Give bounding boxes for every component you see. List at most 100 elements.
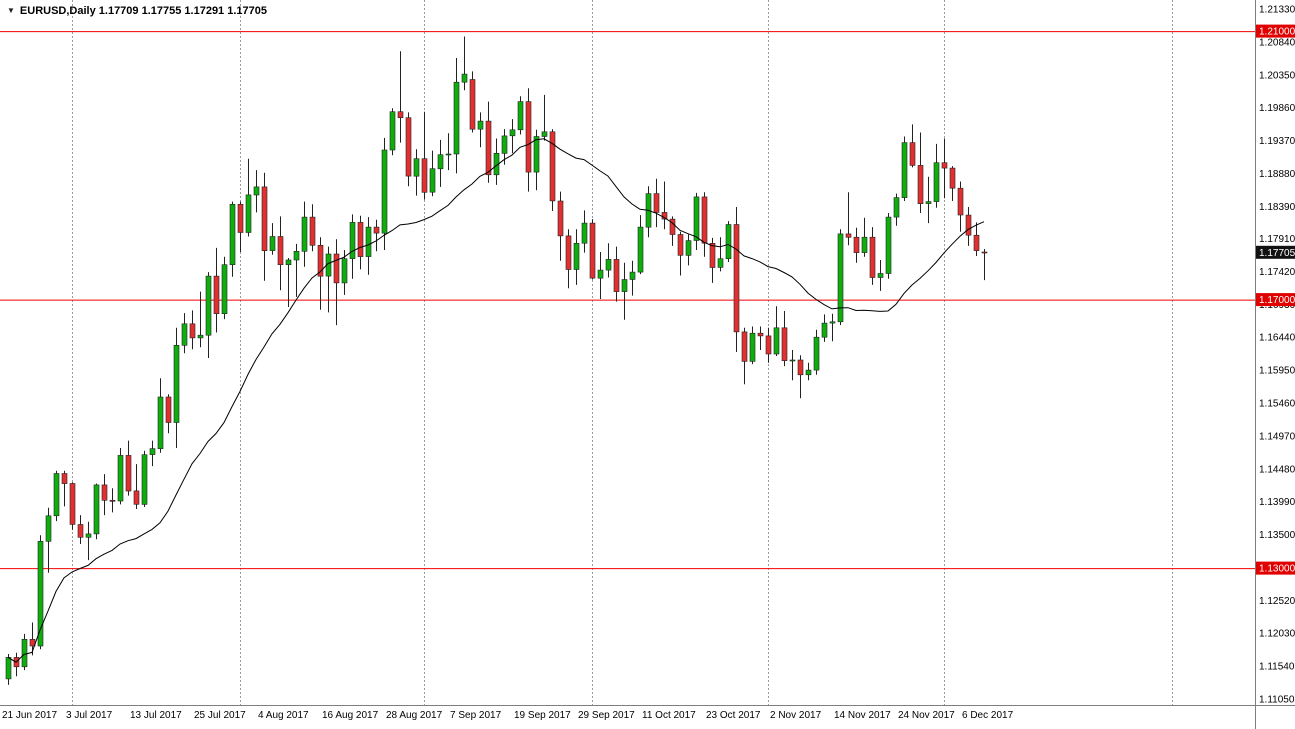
candle-bearish [973,234,980,251]
level-price-tag-label: 1.17000 [1259,295,1295,306]
candle-bearish [549,131,556,202]
date-tick-label: 25 Jul 2017 [194,710,246,721]
date-tick-label: 14 Nov 2017 [834,710,891,721]
date-tick-label: 7 Sep 2017 [450,710,502,721]
candle-bullish [509,129,516,137]
date-tick-label: 29 Sep 2017 [578,710,635,721]
price-tick-label: 1.15950 [1259,366,1295,377]
candle-bullish [837,233,844,323]
price-tick-label: 1.18880 [1259,169,1295,180]
date-tick-label: 13 Jul 2017 [130,710,182,721]
candle-bullish [933,162,940,202]
price-tick-label: 1.15460 [1259,399,1295,410]
candle-bullish [597,269,604,279]
price-tick-label: 1.11540 [1259,662,1295,673]
price-tick-label: 1.17420 [1259,267,1295,278]
moving-average-line [7,138,985,663]
candle-bullish [221,264,228,315]
candle-bearish [661,212,668,220]
candle-bullish [429,168,436,193]
candle-bearish [853,236,860,253]
candle-bullish [413,158,420,177]
candle-bearish [333,253,340,284]
price-tick-label: 1.20350 [1259,70,1295,81]
candle-bullish [829,321,836,324]
candle-bullish [269,236,276,251]
candle-bullish [605,259,612,271]
candle-bearish [757,332,764,337]
candle-bullish [5,657,12,680]
candle-bullish [285,259,292,265]
price-tick-label: 1.17910 [1259,234,1295,245]
candle-bullish [925,201,932,204]
quick-trade-arrow-icon[interactable]: ▼ [7,6,15,15]
candle-bearish [733,224,740,333]
candle-bearish [741,331,748,362]
candle-bearish [109,499,116,502]
price-tick-label: 1.14480 [1259,464,1295,475]
candle-bearish [237,204,244,233]
candle-bullish [573,243,580,270]
candle-bullish [725,224,732,260]
price-tick-label: 1.12520 [1259,596,1295,607]
candle-bearish [165,396,172,423]
candle-bullish [229,204,236,266]
candle-bearish [765,335,772,355]
candle-bullish [381,149,388,234]
candle-bearish [869,236,876,278]
candle-bullish [461,73,468,83]
candle-bullish [93,484,100,535]
symbol-ohlc-text: EURUSD,Daily 1.17709 1.17755 1.17291 1.1… [19,5,267,17]
candle-bullish [141,454,148,505]
candle-bearish [557,200,564,237]
candle-bearish [845,233,852,238]
level-price-tag [1256,293,1295,307]
candle-bearish [485,120,492,176]
candle-bearish [701,196,708,244]
candle-bullish [197,334,204,339]
candle-bullish [629,271,636,280]
level-price-tag [1256,561,1295,575]
price-tick-label: 1.18390 [1259,202,1295,213]
candle-bearish [101,484,108,501]
price-tick-label: 1.21330 [1259,5,1295,16]
candle-bullish [21,638,28,668]
candle-bearish [589,222,596,279]
candle-bearish [397,111,404,118]
candle-bearish [669,218,676,235]
candle-bullish [693,196,700,241]
candle-bullish [861,236,868,253]
date-tick-label: 21 Jun 2017 [2,710,57,721]
candle-bearish [261,186,268,251]
candle-bearish [981,251,988,254]
candle-bullish [389,111,396,151]
level-price-tag-label: 1.21000 [1259,27,1295,38]
candle-bearish [781,327,788,361]
candle-bullish [621,279,628,292]
candle-bearish [357,222,364,257]
candle-bearish [917,165,924,204]
candle-bearish [965,214,972,236]
candle-bullish [501,135,508,154]
candle-bearish [957,187,964,216]
candle-bullish [789,359,796,362]
candle-bearish [213,275,220,315]
candle-bullish [885,216,892,274]
candle-bearish [309,216,316,246]
candle-bearish [69,483,76,525]
price-tick-label: 1.13500 [1259,530,1295,541]
candle-bullish [85,533,92,538]
candle-bearish [469,79,476,130]
level-price-tag-label: 1.13000 [1259,564,1295,575]
candle-bullish [173,344,180,423]
candle-bearish [277,236,284,266]
candle-bullish [53,473,60,517]
candle-bearish [77,524,84,538]
candle-bullish [477,120,484,130]
date-tick-label: 19 Sep 2017 [514,710,571,721]
date-tick-label: 16 Aug 2017 [322,710,379,721]
candle-bearish [525,101,532,173]
candle-bullish [901,142,908,198]
price-tick-label: 1.14970 [1259,431,1295,442]
